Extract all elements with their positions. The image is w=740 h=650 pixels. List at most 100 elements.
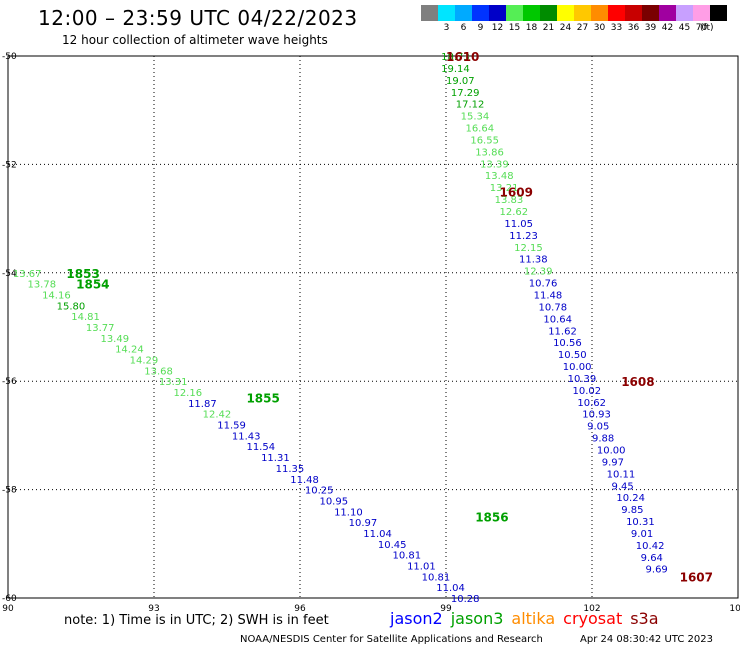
swh-value-label: 18.73 [441,52,470,63]
color-scale-label: 42 [661,23,674,33]
color-swatch [506,5,523,21]
swh-value-label: 13.67 [13,269,42,280]
swh-value-label: 10.31 [626,517,655,528]
color-swatch [540,5,557,21]
pass-time-label: 1608 [621,375,654,389]
swh-value-label: 11.54 [246,442,275,453]
swh-value-label: 10.42 [636,541,665,552]
swh-value-label: 19.14 [441,64,470,75]
color-scale-label: 24 [559,23,572,33]
pass-time-label: 1610 [446,50,479,64]
swh-value-label: 10.28 [451,594,480,605]
x-tick-label: 105 [729,604,740,614]
pass-time-label: 1855 [246,391,279,405]
swh-value-label: 17.12 [456,100,485,111]
swh-value-label: 9.64 [641,553,663,564]
x-tick-label: 93 [148,604,159,614]
swh-value-label: 11.04 [363,529,392,540]
swh-value-label: 9.05 [587,422,609,433]
color-scale-label: 70 [695,23,708,33]
swh-value-label: 14.81 [71,312,100,323]
color-scale-label: 6 [460,23,467,33]
swh-value-label: 10.95 [319,496,348,507]
swh-value-label: 10.76 [529,279,558,290]
swh-value-label: 10.62 [577,398,606,409]
y-tick-label: -60 [2,594,17,604]
swh-value-label: 13.86 [475,147,504,158]
swh-value-label: 11.87 [188,399,217,410]
color-swatch [642,5,659,21]
swh-value-label: 12.16 [173,388,202,399]
swh-value-label: 14.24 [115,345,144,356]
color-scale-label: 27 [576,23,589,33]
plot-frame [7,55,739,599]
swh-value-label: 9.97 [602,457,624,468]
swh-value-label: 14.29 [130,356,159,367]
color-swatch [455,5,472,21]
chart-note: note: 1) Time is in UTC; 2) SWH is in fe… [64,613,329,628]
swh-value-label: 10.97 [349,518,378,529]
color-scale-label: 15 [508,23,521,33]
pass-time-label: 1853 [66,267,99,281]
y-tick-label: -54 [2,269,17,279]
swh-value-label: 13.77 [86,323,115,334]
swh-value-label: 13.78 [27,280,56,291]
color-swatch [591,5,608,21]
legend-item: jason3 [450,609,504,628]
swh-value-label: 11.23 [509,231,538,242]
color-scale-label: 18 [525,23,538,33]
legend-item: altika [511,609,556,628]
swh-value-label: 15.34 [461,112,490,123]
swh-value-label: 16.64 [465,124,494,135]
chart-title: 12:00 – 23:59 UTC 04/22/2023 [38,6,358,30]
x-tick-label: 90 [2,604,14,614]
swh-value-label: 10.00 [563,362,592,373]
color-swatch [676,5,693,21]
color-scale-label: 39 [644,23,657,33]
legend-item: jason2 [390,609,443,628]
swh-value-label: 13.83 [495,195,524,206]
pass-time-label: 1856 [475,511,508,525]
color-swatch [693,5,710,21]
y-tick-label: -56 [2,377,17,387]
generated-timestamp: Apr 24 08:30:42 UTC 2023 [580,634,713,645]
color-scale-legend: 3 6 9 12 15 18 21 24 27 30 33 36 39 42 45 70 [421,5,727,35]
swh-value-label: 10.81 [422,572,451,583]
swh-value-label: 13.68 [144,366,173,377]
credit-text: NOAA/NESDIS Center for Satellite Applica… [240,634,543,645]
swh-value-label: 10.25 [305,486,334,497]
color-scale-label: 12 [491,23,504,33]
x-tick-label: 102 [583,604,600,614]
swh-value-label: 10.00 [597,445,626,456]
color-swatch [557,5,574,21]
swh-value-label: 13.39 [480,159,509,170]
swh-value-label: 10.24 [616,493,645,504]
swh-value-label: 11.01 [407,561,436,572]
color-swatch [659,5,676,21]
swh-value-label: 10.56 [553,338,582,349]
color-swatch [710,5,727,21]
swh-value-label: 11.10 [334,507,363,518]
swh-value-label: 11.04 [436,583,465,594]
swh-value-label: 11.48 [290,475,319,486]
color-scale-label: 30 [593,23,606,33]
x-tick-label: 96 [294,604,306,614]
color-scale-label: 3 [443,23,450,33]
swh-value-label: 11.62 [548,326,577,337]
swh-value-label: 11.43 [232,431,261,442]
color-scale-label: 33 [610,23,623,33]
wave-height-plot: 90939699102105-50-52-54-56-58-6018.7319.… [2,50,740,614]
swh-value-label: 11.59 [217,421,246,432]
swh-value-label: 13.48 [485,171,514,182]
satellite-legend: jason2 jason3 altika cryosat s3a [390,609,667,628]
color-swatch [421,5,438,21]
swh-value-label: 10.45 [378,540,407,551]
swh-value-label: 10.50 [558,350,587,361]
color-scale-label: 36 [627,23,640,33]
color-swatch [608,5,625,21]
color-swatch [489,5,506,21]
chart-subtitle: 12 hour collection of altimeter wave hei… [62,33,328,47]
swh-value-label: 14.16 [42,290,71,301]
swh-value-label: 10.11 [607,469,636,480]
swh-value-label: 10.64 [543,314,572,325]
